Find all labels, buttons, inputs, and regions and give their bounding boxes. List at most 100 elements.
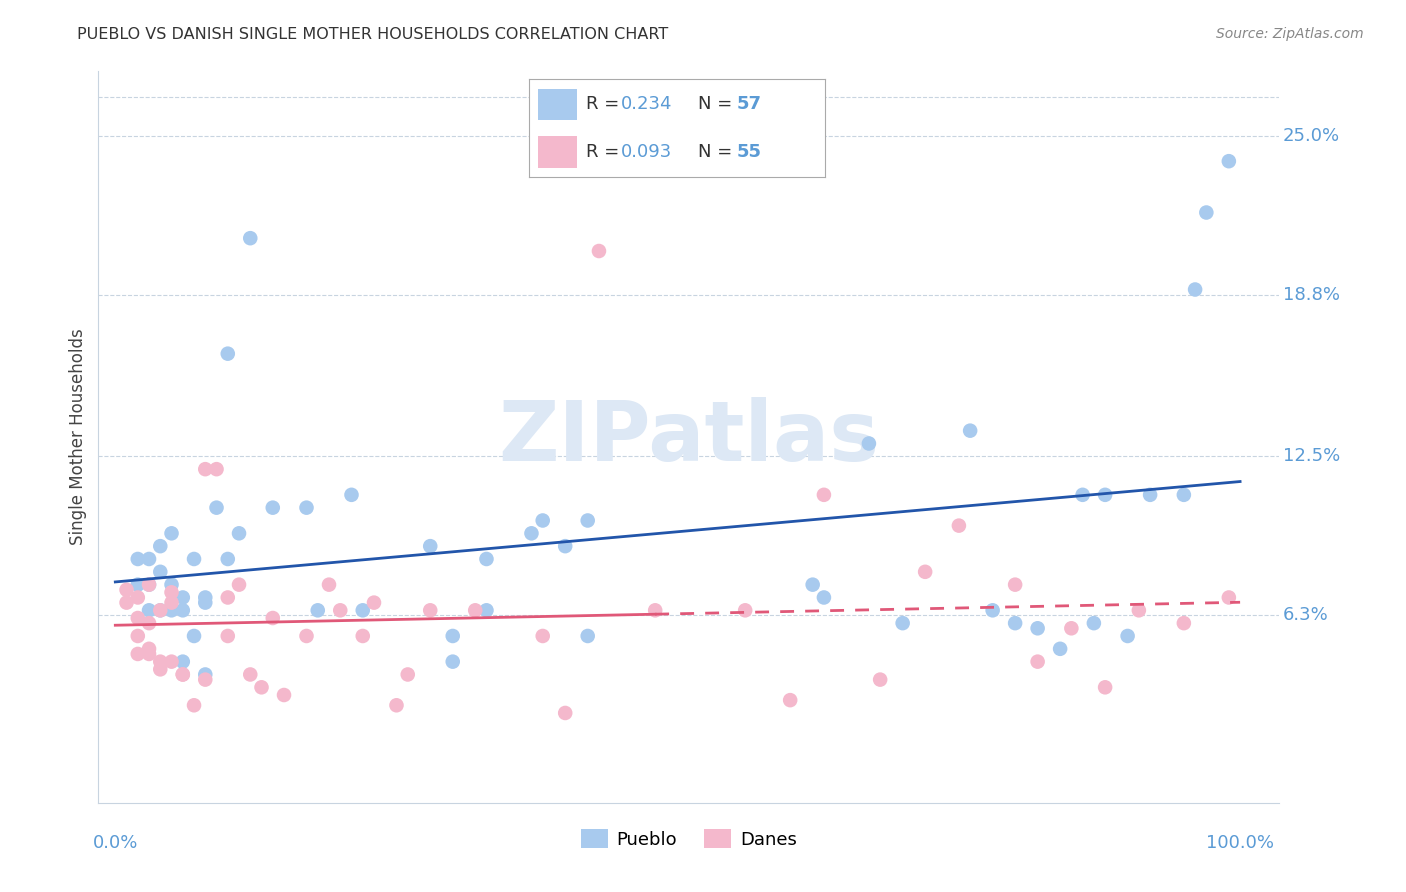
- Point: [160, 577, 183, 591]
- Point: [1139, 488, 1161, 502]
- Point: [138, 552, 160, 566]
- Point: [172, 591, 194, 605]
- Point: [183, 552, 205, 566]
- Legend: Pueblo, Danes: Pueblo, Danes: [574, 822, 804, 856]
- Point: [981, 603, 1004, 617]
- Point: [194, 667, 217, 681]
- Point: [464, 603, 486, 617]
- Point: [1116, 629, 1139, 643]
- Point: [295, 629, 318, 643]
- Point: [734, 603, 756, 617]
- Point: [160, 585, 183, 599]
- Point: [396, 667, 419, 681]
- Point: [115, 582, 138, 597]
- Point: [239, 667, 262, 681]
- Point: [576, 629, 599, 643]
- Point: [127, 591, 149, 605]
- Point: [352, 629, 374, 643]
- Point: [363, 596, 385, 610]
- Point: [813, 591, 835, 605]
- Point: [441, 629, 464, 643]
- Point: [1184, 283, 1206, 297]
- Text: Source: ZipAtlas.com: Source: ZipAtlas.com: [1216, 27, 1364, 41]
- Point: [419, 603, 441, 617]
- Point: [160, 603, 183, 617]
- Point: [205, 462, 228, 476]
- Point: [127, 552, 149, 566]
- Y-axis label: Single Mother Households: Single Mother Households: [69, 329, 87, 545]
- Point: [891, 616, 914, 631]
- Point: [138, 577, 160, 591]
- Point: [217, 346, 239, 360]
- Text: ZIPatlas: ZIPatlas: [499, 397, 879, 477]
- Point: [273, 688, 295, 702]
- Point: [1218, 591, 1240, 605]
- Point: [475, 603, 498, 617]
- Point: [172, 655, 194, 669]
- Point: [959, 424, 981, 438]
- Point: [858, 436, 880, 450]
- Point: [1173, 488, 1195, 502]
- Point: [948, 518, 970, 533]
- Point: [644, 603, 666, 617]
- Point: [801, 577, 824, 591]
- Point: [1195, 205, 1218, 219]
- Point: [149, 655, 172, 669]
- Point: [138, 603, 160, 617]
- Point: [1173, 616, 1195, 631]
- Point: [183, 698, 205, 713]
- Point: [262, 500, 284, 515]
- Point: [160, 526, 183, 541]
- Point: [228, 526, 250, 541]
- Point: [869, 673, 891, 687]
- Point: [813, 488, 835, 502]
- Point: [307, 603, 329, 617]
- Point: [419, 539, 441, 553]
- Text: PUEBLO VS DANISH SINGLE MOTHER HOUSEHOLDS CORRELATION CHART: PUEBLO VS DANISH SINGLE MOTHER HOUSEHOLD…: [77, 27, 669, 42]
- Text: 6.3%: 6.3%: [1282, 607, 1329, 624]
- Point: [914, 565, 936, 579]
- Point: [250, 681, 273, 695]
- Point: [149, 603, 172, 617]
- Point: [194, 596, 217, 610]
- Point: [217, 552, 239, 566]
- Point: [149, 539, 172, 553]
- Point: [1004, 616, 1026, 631]
- Point: [160, 596, 183, 610]
- Point: [779, 693, 801, 707]
- Point: [576, 514, 599, 528]
- Point: [127, 577, 149, 591]
- Point: [340, 488, 363, 502]
- Point: [520, 526, 543, 541]
- Point: [1026, 621, 1049, 635]
- Point: [217, 629, 239, 643]
- Point: [138, 641, 160, 656]
- Point: [1071, 488, 1094, 502]
- Point: [205, 500, 228, 515]
- Point: [352, 603, 374, 617]
- Point: [1094, 488, 1116, 502]
- Point: [588, 244, 610, 258]
- Point: [1026, 655, 1049, 669]
- Point: [441, 655, 464, 669]
- Point: [475, 552, 498, 566]
- Point: [172, 667, 194, 681]
- Point: [172, 603, 194, 617]
- Text: 0.0%: 0.0%: [93, 834, 138, 852]
- Point: [172, 667, 194, 681]
- Point: [531, 514, 554, 528]
- Point: [194, 673, 217, 687]
- Text: 18.8%: 18.8%: [1282, 285, 1340, 303]
- Point: [149, 603, 172, 617]
- Point: [228, 577, 250, 591]
- Point: [217, 591, 239, 605]
- Text: 12.5%: 12.5%: [1282, 447, 1340, 466]
- Point: [138, 647, 160, 661]
- Point: [138, 616, 160, 631]
- Point: [115, 596, 138, 610]
- Point: [318, 577, 340, 591]
- Point: [149, 662, 172, 676]
- Point: [127, 611, 149, 625]
- Point: [1083, 616, 1105, 631]
- Point: [531, 629, 554, 643]
